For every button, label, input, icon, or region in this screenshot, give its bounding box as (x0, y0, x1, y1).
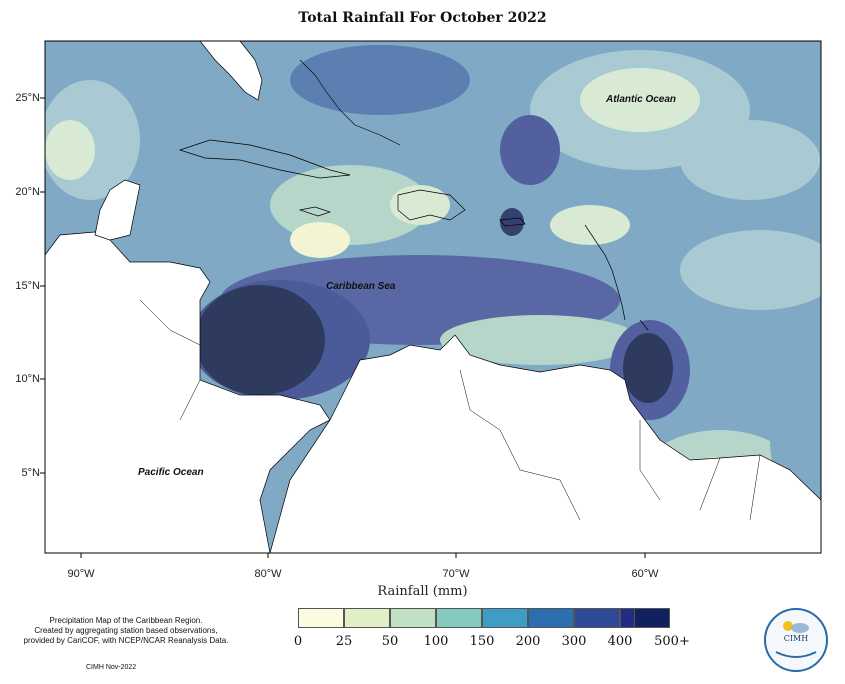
puerto-rico-outline (499, 217, 526, 227)
map-title: Total Rainfall For October 2022 (298, 10, 547, 26)
lon-label: 90°W (67, 568, 95, 580)
legend-tick-label: 300 (561, 634, 587, 649)
lat-label: 20°N (15, 186, 40, 198)
country-borders (139, 299, 761, 521)
sun-cloud-icon (775, 621, 817, 658)
florida-land (199, 41, 263, 101)
rainfall-zone (45, 120, 95, 180)
rainfall-zone (500, 115, 560, 185)
rainfall-zone (440, 315, 640, 365)
yucatan-land (94, 179, 141, 241)
pacific-ocean-label: Pacific Ocean (138, 467, 204, 478)
lat-label: 15°N (15, 280, 40, 292)
legend-tick-label: 50 (381, 634, 399, 649)
rainfall-zone (623, 333, 673, 403)
credit-text: CIMH Nov-2022 (86, 664, 137, 671)
rainfall-zone (580, 68, 700, 132)
rainfall-zone (500, 208, 524, 236)
lat-label: 5°N (21, 467, 40, 479)
legend-tick-label: 500+ (654, 634, 690, 649)
rainfall-zone (680, 120, 820, 200)
map-description: Precipitation Map of the Caribbean Regio… (6, 616, 246, 646)
rainfall-zone (195, 285, 325, 395)
legend-swatch (436, 608, 482, 628)
rainfall-zone (390, 185, 450, 225)
legend-tick-label: 400 (607, 634, 633, 649)
caribbean-sea-label: Caribbean Sea (326, 281, 396, 292)
lat-label: 10°N (15, 373, 40, 385)
hispaniola-outline (397, 189, 466, 221)
legend-tick-label: 0 (293, 634, 303, 649)
lesser-antilles-outline (584, 224, 649, 331)
logo-text: CIMH (783, 634, 809, 643)
legend-swatch (482, 608, 528, 628)
rainfall-zone (290, 222, 350, 258)
legend-swatch (390, 608, 436, 628)
map-frame (44, 40, 822, 554)
rainfall-zone (290, 45, 470, 115)
rainfall-zone (680, 230, 821, 310)
legend-tick-label: 25 (335, 634, 353, 649)
bahamas-outline (299, 59, 401, 146)
legend-axis-label: Rainfall (mm) (377, 584, 468, 599)
legend-swatch (528, 608, 574, 628)
legend-tick-label: 150 (469, 634, 495, 649)
legend-swatch (634, 608, 670, 628)
description-line: Created by aggregating station based obs… (34, 626, 218, 635)
legend-tick-label: 200 (515, 634, 541, 649)
lon-label: 70°W (442, 568, 470, 580)
lat-label: 25°N (15, 92, 40, 104)
description-line: provided by CariCOF, with NCEP/NCAR Rean… (23, 636, 229, 645)
description-line: Precipitation Map of the Caribbean Regio… (49, 616, 203, 625)
atlantic-ocean-label: Atlantic Ocean (606, 94, 677, 105)
south-america-land (269, 334, 821, 553)
legend-swatch (574, 608, 620, 628)
lon-label: 80°W (254, 568, 282, 580)
cuba-outline (178, 139, 351, 179)
legend-swatch (298, 608, 344, 628)
legend-swatch (344, 608, 390, 628)
jamaica-outline (298, 206, 332, 217)
legend-tick-label: 100 (423, 634, 449, 649)
rainfall-zone (550, 205, 630, 245)
central-america-land (45, 231, 331, 553)
cimh-logo: CIMH (764, 608, 828, 672)
lon-label: 60°W (631, 568, 659, 580)
